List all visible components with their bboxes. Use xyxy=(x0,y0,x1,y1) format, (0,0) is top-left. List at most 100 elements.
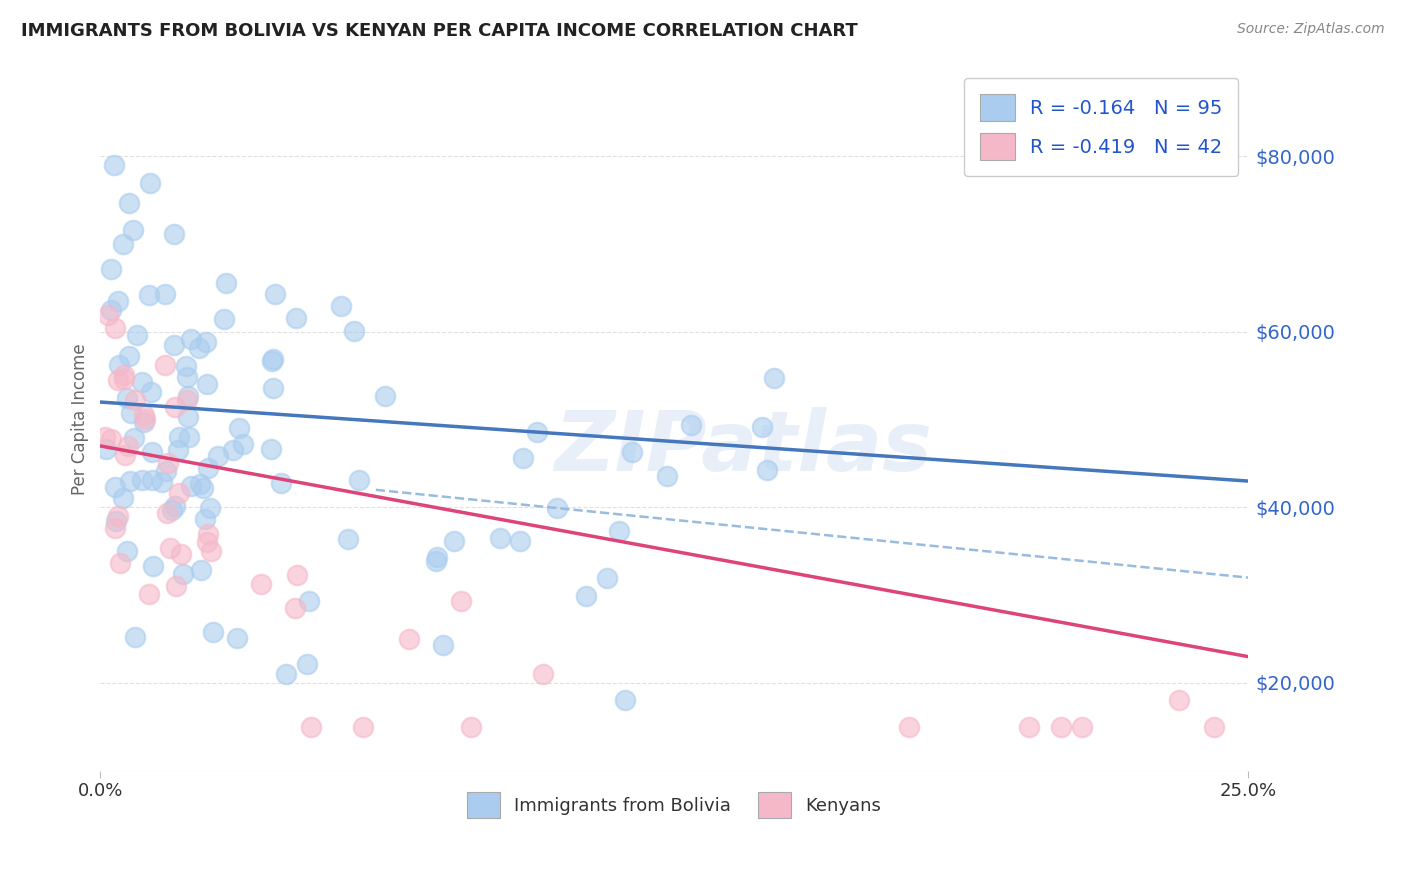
Point xyxy=(103,321,125,335)
Point xyxy=(167,442,190,457)
Point xyxy=(262,381,284,395)
Text: IMMIGRANTS FROM BOLIVIA VS KENYAN PER CAPITA INCOME CORRELATION CHART: IMMIGRANTS FROM BOLIVIA VS KENYAN PER CA… xyxy=(21,22,858,40)
Point xyxy=(215,276,238,290)
Point xyxy=(163,338,186,352)
Point xyxy=(159,541,181,556)
Point xyxy=(177,389,200,403)
Point xyxy=(1049,720,1071,734)
Point xyxy=(531,666,554,681)
Point xyxy=(262,351,284,366)
Point xyxy=(124,393,146,408)
Point xyxy=(94,430,117,444)
Point xyxy=(897,720,920,734)
Point xyxy=(117,439,139,453)
Point xyxy=(249,576,271,591)
Point xyxy=(180,332,202,346)
Point xyxy=(614,693,637,707)
Point xyxy=(197,461,219,475)
Point xyxy=(139,176,162,190)
Point xyxy=(150,475,173,489)
Point xyxy=(107,359,129,373)
Point xyxy=(295,657,318,671)
Point xyxy=(100,432,122,446)
Point xyxy=(188,477,211,491)
Point xyxy=(207,450,229,464)
Point xyxy=(264,287,287,301)
Point xyxy=(167,485,190,500)
Point xyxy=(177,409,200,424)
Point xyxy=(655,469,678,483)
Point xyxy=(222,443,245,458)
Text: ZIPatlas: ZIPatlas xyxy=(554,407,932,488)
Point xyxy=(201,624,224,639)
Point xyxy=(596,572,619,586)
Point xyxy=(138,587,160,601)
Point xyxy=(110,556,132,570)
Point xyxy=(343,324,366,338)
Point xyxy=(142,558,165,573)
Point xyxy=(100,262,122,277)
Text: Source: ZipAtlas.com: Source: ZipAtlas.com xyxy=(1237,22,1385,37)
Point xyxy=(118,196,141,211)
Point xyxy=(157,456,180,470)
Point xyxy=(103,158,125,172)
Point xyxy=(112,372,135,386)
Point xyxy=(460,720,482,734)
Point xyxy=(228,421,250,435)
Point xyxy=(509,534,531,549)
Y-axis label: Per Capita Income: Per Capita Income xyxy=(72,343,89,495)
Point xyxy=(120,406,142,420)
Point xyxy=(191,481,214,495)
Point xyxy=(352,720,374,734)
Point xyxy=(170,547,193,561)
Point xyxy=(489,531,512,545)
Point xyxy=(443,534,465,549)
Point xyxy=(751,420,773,434)
Point xyxy=(122,222,145,236)
Point xyxy=(575,589,598,603)
Point xyxy=(172,567,194,582)
Point xyxy=(163,227,186,241)
Point xyxy=(284,311,307,326)
Point xyxy=(107,293,129,308)
Point xyxy=(195,376,218,391)
Point xyxy=(174,359,197,373)
Point xyxy=(188,341,211,355)
Point xyxy=(156,506,179,520)
Point xyxy=(104,521,127,535)
Point xyxy=(425,550,447,565)
Point xyxy=(226,631,249,645)
Point xyxy=(115,391,138,405)
Point xyxy=(195,534,218,549)
Point xyxy=(155,287,177,301)
Point xyxy=(526,425,548,439)
Point xyxy=(112,491,135,505)
Point xyxy=(134,408,156,422)
Point xyxy=(398,632,420,647)
Point xyxy=(112,237,135,252)
Point xyxy=(763,370,786,384)
Point xyxy=(198,500,221,515)
Point xyxy=(546,501,568,516)
Point xyxy=(104,480,127,494)
Point xyxy=(330,299,353,313)
Point xyxy=(169,430,191,444)
Point xyxy=(621,445,644,459)
Point xyxy=(1018,720,1040,734)
Point xyxy=(162,503,184,517)
Point xyxy=(298,593,321,607)
Point xyxy=(270,476,292,491)
Point xyxy=(607,524,630,538)
Point xyxy=(100,302,122,317)
Point xyxy=(347,473,370,487)
Point xyxy=(176,370,198,384)
Point xyxy=(165,499,187,513)
Point xyxy=(1070,720,1092,734)
Point xyxy=(194,512,217,526)
Point xyxy=(260,442,283,456)
Point xyxy=(118,349,141,363)
Point xyxy=(127,328,149,343)
Point xyxy=(122,431,145,445)
Point xyxy=(134,412,156,426)
Point xyxy=(200,544,222,558)
